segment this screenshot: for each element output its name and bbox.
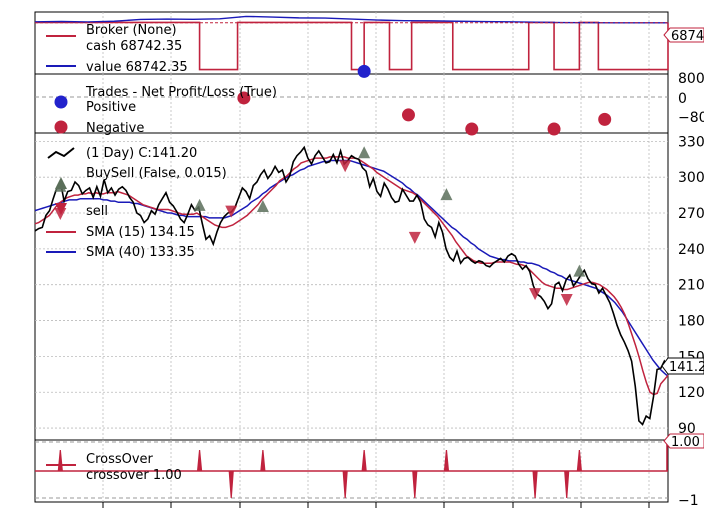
sma40-label: SMA (40) 133.35 [86, 245, 195, 260]
crossover-legend-title: CrossOver [86, 452, 154, 467]
price-ytick-8: 330 [678, 134, 704, 150]
trades-negative-swatch [54, 120, 68, 134]
broker-legend-title: Broker (None) [86, 23, 177, 38]
close-line [34, 145, 669, 426]
trades-ytick-800: 800 [678, 71, 704, 87]
crossover-series-label: crossover 1.00 [86, 468, 182, 483]
price-close-label: (1 Day) C:141.20 [86, 146, 197, 161]
trade-positive-point-0 [357, 64, 371, 78]
crossover-up-spike-0 [57, 449, 63, 472]
crossover-ytick-neg1: −1 [678, 493, 699, 509]
trades-ytick-0: 0 [678, 91, 687, 107]
crossover-up-spike-1 [196, 449, 203, 472]
buy-marker-1 [193, 198, 206, 211]
price-ytick-1: 120 [678, 385, 704, 401]
broker-tag-text: 6874 [671, 29, 704, 44]
trades-panel [35, 64, 668, 136]
price-tag: 141.2 [661, 357, 704, 375]
crossover-up-spike-3 [361, 449, 367, 472]
trades-positive-swatch [54, 95, 68, 109]
crossover-down-spike-4 [564, 470, 570, 499]
crossover-up-spike-4 [443, 449, 450, 472]
price-tag-text: 141.2 [669, 360, 704, 375]
broker-panel [34, 15, 669, 71]
crossover-tag-box [663, 433, 704, 449]
sma15-label: SMA (15) 134.15 [86, 225, 195, 240]
price-ytick-4: 210 [678, 278, 704, 294]
sell-marker-0 [54, 208, 67, 221]
broker-legend: Broker (None) cash 68742.35 value 68742.… [46, 23, 188, 75]
price-ytick-7: 300 [678, 170, 704, 186]
sma15-line [34, 156, 669, 396]
price-legend: (1 Day) C:141.20 BuySell (False, 0.015) … [46, 146, 227, 260]
sell-legend-marker [55, 203, 67, 215]
crossover-legend: CrossOver crossover 1.00 [46, 452, 182, 483]
grid [102, 12, 650, 502]
price-panel [34, 140, 669, 429]
buy-marker-4 [440, 188, 453, 201]
trade-negative-point-0 [237, 91, 251, 105]
sell-marker-5 [560, 294, 573, 307]
trades-legend-title: Trades - Net Profit/Loss (True) [85, 85, 277, 100]
buy-marker-5 [573, 264, 586, 277]
crossover-down-spike-2 [412, 470, 418, 499]
sell-marker-1 [225, 205, 238, 218]
broker-tag-box [663, 27, 704, 43]
sell-marker-4 [529, 288, 542, 301]
crossover-down-spike-0 [228, 470, 234, 499]
sell-marker-3 [408, 231, 421, 244]
sell-marker-2 [339, 160, 352, 173]
price-ytick-5: 240 [678, 242, 704, 258]
trades-positive-label: Positive [86, 100, 136, 115]
buy-marker-3 [358, 146, 371, 159]
price-ytick-0: 90 [678, 421, 696, 437]
broker-tag: 6874 [663, 27, 704, 44]
trade-negative-point-3 [547, 122, 561, 136]
crossover-down-spike-1 [342, 470, 348, 499]
x-axis-ticks [102, 502, 650, 508]
price-close-swatch [47, 147, 75, 159]
crossover-down-spike-3 [532, 470, 538, 499]
broker-value-label: value 68742.35 [86, 60, 188, 75]
trade-negative-point-2 [465, 122, 479, 136]
buy-marker-2 [256, 200, 269, 213]
trades-ytick-neg: −80 [678, 110, 704, 126]
trades-legend: Trades - Net Profit/Loss (True) Positive… [54, 85, 277, 136]
price-ytick-3: 180 [678, 314, 704, 330]
price-tag-box [661, 357, 704, 375]
buysell-legend-marker [55, 177, 67, 189]
crossover-tag: 1.00 [663, 433, 704, 450]
trades-yticks: 800 0 −80 [678, 71, 704, 126]
buysell-label: BuySell (False, 0.015) [86, 166, 227, 181]
crossover-panel [35, 441, 668, 499]
crossover-up-spike-2 [260, 449, 266, 472]
broker-cash-label: cash 68742.35 [86, 39, 182, 54]
trade-negative-point-4 [598, 112, 612, 126]
trade-negative-point-1 [401, 108, 415, 122]
price-ytick-6: 270 [678, 206, 704, 222]
trades-negative-label: Negative [86, 121, 144, 136]
sma40-line [34, 159, 669, 377]
sell-label: sell [86, 204, 108, 219]
crossover-yticks: −1 [678, 493, 699, 509]
crossover-up-spike-5 [576, 449, 582, 472]
crossover-tag-text: 1.00 [671, 435, 700, 450]
